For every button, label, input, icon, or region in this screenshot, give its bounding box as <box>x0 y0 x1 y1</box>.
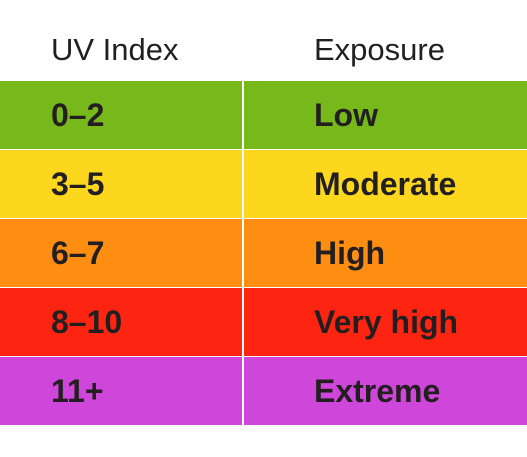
table-row: 6–7 High <box>0 218 527 287</box>
header-exposure: Exposure <box>314 32 445 67</box>
exposure-cell: Extreme <box>244 357 527 425</box>
table-header: UV Index Exposure <box>0 0 527 80</box>
table-row: 3–5 Moderate <box>0 149 527 218</box>
uv-index-cell: 6–7 <box>0 219 242 287</box>
uv-index-cell: 8–10 <box>0 288 242 356</box>
exposure-cell: High <box>244 219 527 287</box>
uv-index-cell: 0–2 <box>0 81 242 149</box>
exposure-cell: Moderate <box>244 150 527 218</box>
exposure-cell: Very high <box>244 288 527 356</box>
uv-index-table: UV Index Exposure 0–2 Low 3–5 Moderate 6… <box>0 0 527 425</box>
table-row: 8–10 Very high <box>0 287 527 356</box>
table-row: 0–2 Low <box>0 80 527 149</box>
header-uv-index: UV Index <box>51 32 179 67</box>
uv-index-cell: 3–5 <box>0 150 242 218</box>
uv-index-cell: 11+ <box>0 357 242 425</box>
table-row: 11+ Extreme <box>0 356 527 425</box>
exposure-cell: Low <box>244 81 527 149</box>
